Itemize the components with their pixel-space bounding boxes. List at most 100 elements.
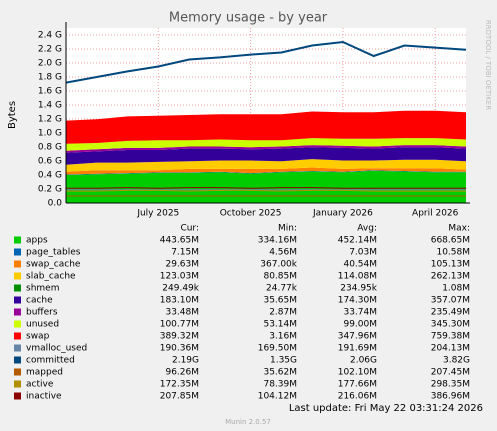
legend-swatch [14,392,21,400]
stat-value: 668.65M [431,236,470,246]
footer: Munin 2.0.57 [225,418,271,426]
stat-value: 443.65M [160,236,199,246]
legend-label: swap_cache [26,260,81,270]
legend-swatch [14,284,21,292]
stat-value: 389.32M [160,332,199,342]
side-text: RRDTOOL / TOBI OETIKER [484,20,492,110]
legend-swatch [14,368,21,376]
stat-value: 78.39M [263,380,297,390]
legend-label: apps [26,236,48,246]
y-tick-label: 2.2 G [38,45,62,55]
stat-value: 123.03M [160,272,199,282]
area [66,167,466,175]
stat-value: 234.95k [340,284,377,294]
stat-value: 452.14M [338,236,377,246]
last-update: Last update: Fri May 22 03:31:24 2026 [289,403,483,414]
legend-swatch [14,308,21,316]
stat-header: Avg: [357,224,377,234]
area [66,145,466,153]
legend-swatch [14,332,21,340]
stat-value: 367.00k [260,260,297,270]
legend-label: vmalloc_used [26,344,87,354]
stat-value: 40.54M [343,260,377,270]
y-tick-label: 1.8 G [38,73,62,83]
line [65,40,467,84]
legend-label: mapped [26,368,63,378]
legend-label: cache [26,296,53,306]
y-tick-label: 1.4 G [38,101,62,111]
legend-swatch [14,344,21,352]
stat-value: 105.13M [431,260,470,270]
stat-value: 100.77M [160,320,199,330]
stat-value: 262.13M [431,272,470,282]
stat-header: Max: [448,224,470,234]
stat-value: 99.00M [343,320,377,330]
x-tick-label: January 2026 [312,209,373,219]
stat-value: 204.13M [431,344,470,354]
stat-value: 2.19G [172,356,199,366]
y-tick-label: 0.8 G [38,143,62,153]
stat-value: 102.10M [338,368,377,378]
stat-value: 1.35G [270,356,297,366]
legend-label: page_tables [26,248,81,258]
stat-value: 174.30M [338,296,377,306]
legend-swatch [14,296,21,304]
area [66,147,466,165]
stat-value: 1.08M [442,284,470,294]
stat-value: 24.77k [266,284,298,294]
y-axis-label: Bytes [7,101,18,129]
line [66,189,466,192]
stat-value: 169.50M [258,344,297,354]
area [66,159,466,165]
legend-swatch [14,356,21,364]
stat-value: 80.85M [263,272,297,282]
legend-label: shmem [26,284,59,294]
stat-header: Min: [278,224,297,234]
stat-value: 35.65M [263,296,297,306]
stat-value: 345.30M [431,320,470,330]
legend-label: inactive [26,392,62,402]
stat-value: 96.26M [165,368,199,378]
y-tick-label: 1.0 G [38,129,62,139]
stat-value: 334.16M [258,236,297,246]
legend-swatch [14,320,21,328]
stat-value: 3.82G [443,356,470,366]
stat-value: 347.96M [338,332,377,342]
y-tick-label: 0.0 [48,199,63,209]
legend-swatch [14,236,21,244]
y-tick-label: 0.6 G [38,157,62,167]
y-tick-label: 0.2 G [38,185,62,195]
legend-swatch [14,248,21,256]
stat-value: 235.49M [431,308,470,318]
legend-label: swap [26,332,50,342]
stat-value: 2.87M [269,308,297,318]
legend-label: active [26,380,54,390]
y-tick-label: 0.4 G [38,171,62,181]
stat-value: 2.06G [350,356,377,366]
stat-value: 183.10M [160,296,199,306]
stat-value: 216.06M [338,392,377,402]
legend-label: committed [26,356,75,366]
y-tick-label: 2.0 G [38,59,62,69]
area [66,138,466,151]
stat-value: 386.96M [431,392,470,402]
stat-value: 33.48M [165,308,199,318]
stat-value: 191.69M [338,344,377,354]
stat-value: 190.36M [160,344,199,354]
legend-swatch [14,380,21,388]
area [66,159,466,172]
stat-value: 3.16M [269,332,297,342]
area [66,170,466,175]
stat-value: 759.38M [431,332,470,342]
stat-value: 7.15M [171,248,199,258]
legend-swatch [14,272,21,280]
x-tick-label: April 2026 [412,209,459,219]
stat-value: 7.03M [349,248,377,258]
stat-value: 10.58M [436,248,470,258]
stat-value: 35.62M [263,368,297,378]
y-tick-label: 1.6 G [38,87,62,97]
stat-value: 357.07M [431,296,470,306]
stat-value: 207.85M [160,392,199,402]
chart-title: Memory usage - by year [169,11,328,26]
area [66,170,466,203]
